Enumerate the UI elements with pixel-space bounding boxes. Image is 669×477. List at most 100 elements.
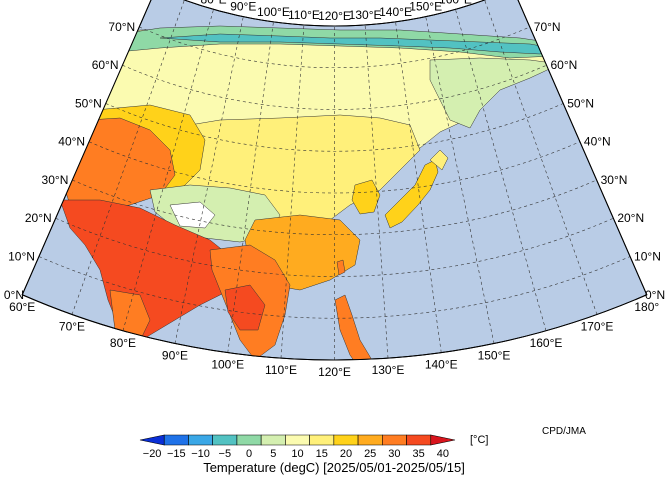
longitude-label: 160°E xyxy=(439,0,472,6)
longitude-label: 70°E xyxy=(59,319,85,333)
longitude-label: 150°E xyxy=(409,0,442,14)
colorbar-tick-label: −20 xyxy=(143,448,162,460)
map-title: Temperature (degC) [2025/05/01-2025/05/1… xyxy=(203,460,465,475)
colorbar-swatch xyxy=(236,434,262,446)
longitude-label: 130°E xyxy=(349,8,382,22)
longitude-label: 110°E xyxy=(265,363,297,377)
land-sri-lanka xyxy=(127,347,139,361)
latitude-label: 10°N xyxy=(634,250,661,264)
longitude-label: 120°E xyxy=(318,9,351,23)
meridian-line xyxy=(71,0,185,315)
latitude-label: 40°N xyxy=(584,135,611,149)
land-india xyxy=(59,199,236,346)
longitude-label: 180° xyxy=(634,300,659,314)
meridian-line xyxy=(484,0,598,315)
latitude-label: 0°N xyxy=(4,288,24,302)
longitude-label: 160°E xyxy=(530,336,563,350)
colorbar: −20 −15 −10 −5 0 5 10 15 20 25 30 35 40 xyxy=(139,434,456,460)
graticule-grid xyxy=(38,0,631,360)
latitude-label: 30°N xyxy=(42,173,69,187)
latitude-label: 50°N xyxy=(75,96,102,110)
parallel-line xyxy=(88,141,581,194)
land-korea xyxy=(351,179,381,215)
colorbar-swatch xyxy=(357,434,383,446)
colorbar-swatch xyxy=(212,434,238,446)
longitude-labels-bottom: 60°E 70°E 80°E 90°E 100°E 110°E 120°E 130°E 140°… xyxy=(9,300,659,379)
latitude-label: 60°N xyxy=(92,58,119,72)
parallel-line xyxy=(72,179,597,236)
longitude-label: 100°E xyxy=(257,5,290,19)
land-indochina-hot xyxy=(224,284,266,331)
credit-label: CPD/JMA xyxy=(542,426,586,437)
longitude-label: 80°E xyxy=(110,336,136,350)
colorbar-tick-label: 20 xyxy=(340,448,352,460)
longitude-label: 120°E xyxy=(318,365,351,379)
longitude-label: 100°E xyxy=(211,358,244,372)
longitude-label: 140°E xyxy=(379,5,412,19)
longitude-label: 60°E xyxy=(9,300,35,314)
latitude-label: 60°N xyxy=(550,58,577,72)
latitude-labels-right: 0°N10°N20°N30°N40°N50°N60°N70°N80°N xyxy=(534,20,665,302)
colorbar-unit: [°C] xyxy=(470,434,488,446)
colorbar-swatch xyxy=(406,434,432,446)
latitude-label: 50°N xyxy=(567,96,594,110)
colorbar-swatch xyxy=(260,434,286,446)
colorbar-tick-label: −15 xyxy=(167,448,186,460)
colorbar-tick-label: 10 xyxy=(291,448,303,460)
land-siberia-east xyxy=(429,57,561,129)
latitude-label: 20°N xyxy=(617,211,644,225)
map-frame xyxy=(21,0,648,361)
meridian-line xyxy=(122,9,214,331)
colorbar-tick-label: 35 xyxy=(413,448,425,460)
meridian-line xyxy=(174,16,244,344)
colorbar-swatch xyxy=(333,434,359,446)
colorbar-tick-label: 40 xyxy=(437,448,449,460)
land-hokkaido xyxy=(429,149,449,171)
parallel-line xyxy=(105,103,564,152)
longitude-label: 90°E xyxy=(230,0,256,14)
parallel-line xyxy=(38,256,631,319)
parallel-line xyxy=(139,26,530,69)
colorbar-swatch xyxy=(139,434,165,446)
longitude-labels-top: 60°E70°E80°E90°E100°E110°E120°E130°E140°… xyxy=(200,0,472,23)
map-land-layer xyxy=(59,25,576,433)
colorbar-swatch xyxy=(163,434,189,446)
colorbar-tick-label: −10 xyxy=(191,448,210,460)
land-taiwan xyxy=(336,259,346,276)
longitude-label: 80°E xyxy=(200,0,226,6)
colorbar-tick-label: 15 xyxy=(316,448,328,460)
longitude-label: 170°E xyxy=(581,319,614,333)
meridian-line xyxy=(280,24,305,359)
colorbar-tick-label: 25 xyxy=(364,448,376,460)
longitude-label: 140°E xyxy=(425,358,458,372)
latitude-labels-left: 0°N10°N20°N30°N40°N50°N60°N70°N80°N xyxy=(4,20,135,302)
colorbar-swatch xyxy=(285,434,310,446)
parallel-line xyxy=(122,64,547,110)
colorbar-tick-label: 30 xyxy=(388,448,400,460)
meridian-line xyxy=(227,21,274,353)
land-borneo xyxy=(275,385,328,432)
colorbar-swatch xyxy=(309,434,335,446)
longitude-label: 90°E xyxy=(162,349,188,363)
meridian-line xyxy=(425,16,495,344)
longitude-label: 110°E xyxy=(288,8,320,22)
colorbar-swatch xyxy=(188,434,213,446)
latitude-label: 0°N xyxy=(645,288,665,302)
meridian-line xyxy=(364,24,389,359)
latitude-label: 20°N xyxy=(25,211,52,225)
colorbar-tick-label: 5 xyxy=(270,448,276,460)
meridian-line xyxy=(455,9,547,331)
land-japan xyxy=(384,159,439,229)
colorbar-swatch xyxy=(430,434,456,446)
latitude-label: 70°N xyxy=(108,20,135,34)
meridian-line xyxy=(395,21,442,353)
land-sumatra xyxy=(205,385,252,433)
latitude-label: 30°N xyxy=(601,173,628,187)
longitude-label: 130°E xyxy=(372,363,405,377)
latitude-label: 10°N xyxy=(8,250,35,264)
colorbar-swatch xyxy=(382,434,407,446)
longitude-label: 150°E xyxy=(478,349,511,363)
latitude-label: 40°N xyxy=(58,135,85,149)
parallel-line xyxy=(55,217,614,277)
